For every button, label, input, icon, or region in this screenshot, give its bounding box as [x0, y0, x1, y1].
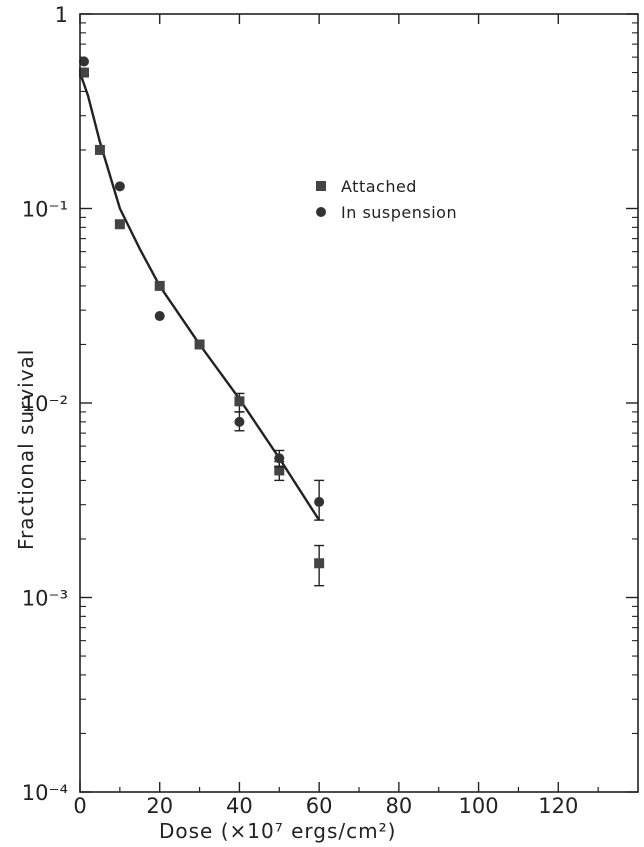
x-tick-label: 40	[226, 794, 253, 818]
y-tick-label: 10⁻¹	[22, 198, 68, 222]
point-in-suspension	[154, 311, 165, 322]
point-in-suspension	[114, 181, 125, 192]
tick-labels-layer: 0 20 40 60 80 100 120 1 10⁻¹ 10⁻² 10⁻³ 10⁻⁴	[22, 3, 579, 818]
y-axis-title: Fractional survival	[14, 349, 38, 550]
point-attached	[314, 558, 325, 569]
legend: Attached In suspension	[316, 177, 457, 222]
legend-label-attached: Attached	[341, 177, 417, 196]
fit-curve	[78, 72, 321, 521]
point-in-suspension	[78, 56, 89, 67]
point-attached	[94, 144, 105, 155]
x-tick-label: 80	[385, 794, 412, 818]
point-in-suspension	[274, 453, 285, 464]
tick-marks	[79, 13, 638, 793]
point-in-suspension	[234, 416, 245, 427]
x-tick-label: 120	[538, 794, 578, 818]
x-tick-label: 100	[459, 794, 499, 818]
point-attached	[274, 465, 285, 476]
x-tick-label: 0	[73, 794, 86, 818]
fit-curve-layer	[78, 72, 321, 521]
y-tick-label: 10⁻⁴	[22, 781, 68, 805]
x-axis-title: Dose (×10⁷ ergs/cm²)	[159, 819, 396, 843]
point-attached	[114, 219, 125, 230]
point-attached	[194, 339, 205, 350]
point-attached	[234, 396, 245, 407]
legend-marker-attached	[316, 181, 326, 191]
data-points-layer	[78, 56, 325, 587]
y-tick-label: 10⁻³	[22, 587, 68, 611]
plot-frame	[79, 13, 639, 793]
legend-marker-in-suspension	[316, 207, 326, 217]
y-tick-label: 1	[55, 3, 68, 27]
x-tick-label: 60	[306, 794, 333, 818]
x-tick-label: 20	[146, 794, 173, 818]
point-attached	[78, 67, 89, 78]
y-tick-label: 10⁻²	[22, 392, 68, 416]
point-attached	[154, 280, 165, 291]
point-in-suspension	[314, 496, 325, 507]
legend-label-in-suspension: In suspension	[341, 203, 457, 222]
